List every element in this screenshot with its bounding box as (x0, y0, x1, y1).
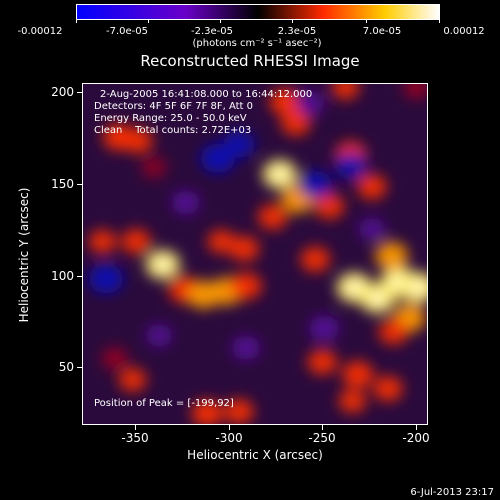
negative-blob (146, 324, 173, 347)
x-tick (322, 425, 323, 430)
negative-blob (335, 152, 367, 179)
emission-blob (224, 399, 254, 424)
emission-blob (191, 400, 223, 424)
emission-blob (342, 361, 374, 388)
emission-blob (141, 156, 167, 178)
colorbar-tick (366, 19, 367, 23)
y-tick (77, 276, 82, 277)
negative-blob (298, 171, 332, 199)
emission-blob (338, 389, 367, 413)
y-tick (77, 184, 82, 185)
rhessi-image-frame (82, 83, 428, 425)
colorbar-tick (439, 19, 440, 23)
x-axis-title: Heliocentric X (arcsec) (187, 448, 323, 462)
emission-blob (373, 376, 403, 402)
x-tick-label: -300 (215, 431, 243, 445)
negative-blob (309, 315, 339, 341)
timestamp-footer: 6-Jul-2013 23:17 (410, 487, 494, 498)
y-tick (77, 92, 82, 93)
emission-blob (403, 84, 427, 99)
emission-blob (257, 204, 288, 230)
colorbar-label: 7.0e-05 (362, 26, 402, 37)
colorbar-label: 0.00012 (443, 26, 485, 37)
detectors-label: Detectors: 4F 5F 6F 7F 8F, Att 0 (94, 101, 254, 112)
colorbar-tick (148, 19, 149, 23)
negative-blob (296, 91, 324, 116)
colorbar-tick (292, 19, 293, 23)
colorbar (76, 4, 440, 20)
emission-core (346, 280, 363, 295)
x-tick-label: -200 (402, 431, 430, 445)
colorbar-tick (76, 19, 77, 23)
emission-blob (121, 229, 151, 255)
emission-blob (307, 349, 338, 375)
negative-blob (88, 264, 124, 294)
colorbar-tick (220, 19, 221, 23)
emission-blob (331, 84, 360, 100)
image-title: Reconstructed RHESSI Image (140, 52, 360, 70)
y-tick-label: 50 (58, 360, 74, 374)
y-tick (77, 367, 82, 368)
emission-blob (314, 193, 345, 219)
x-tick (229, 425, 230, 430)
emission-blob (88, 229, 117, 254)
colorbar-label: -2.3e-05 (191, 26, 233, 37)
emission-blob (375, 241, 408, 270)
negative-blob (232, 336, 261, 360)
y-tick-label: 150 (51, 177, 74, 191)
emission-core (369, 291, 386, 306)
negative-blob (171, 190, 200, 215)
y-tick-label: 200 (51, 85, 74, 99)
emission-blob (281, 110, 311, 136)
energy-range-label: Energy Range: 25.0 - 50.0 keV (94, 113, 247, 124)
negative-blob (223, 130, 255, 158)
colorbar-label: 2.3e-05 (277, 26, 317, 37)
x-tick (135, 425, 136, 430)
colorbar-label: -7.0e-05 (106, 26, 148, 37)
emission-blob (378, 319, 409, 345)
emission-core (155, 257, 171, 272)
clean-counts-label: Clean Total counts: 2.72E+03 (94, 125, 252, 136)
y-axis-title: Heliocentric Y (arcsec) (17, 187, 32, 323)
rhessi-image (83, 84, 427, 424)
emission-blob (229, 236, 260, 262)
x-tick (416, 425, 417, 430)
x-tick-label: -250 (308, 431, 336, 445)
emission-blob (123, 128, 153, 154)
negative-blob (358, 218, 386, 241)
y-tick-label: 100 (51, 269, 74, 283)
colorbar-unit-label: (photons cm⁻² s⁻¹ asec⁻²) (192, 38, 322, 49)
emission-core (272, 167, 288, 182)
emission-blob (118, 367, 147, 392)
emission-blob (230, 272, 262, 300)
emission-blob (269, 88, 301, 115)
emission-core (410, 280, 427, 295)
emission-blob (357, 174, 387, 200)
time-range-label: 2-Aug-2005 16:41:08.000 to 16:44:12.000 (100, 89, 313, 100)
emission-blob (101, 347, 129, 370)
emission-blob (300, 246, 331, 272)
emission-blob (207, 229, 236, 254)
colorbar-label: -0.00012 (17, 26, 63, 37)
x-tick-label: -350 (121, 431, 149, 445)
peak-position-label: Position of Peak = [-199,92] (94, 398, 234, 409)
